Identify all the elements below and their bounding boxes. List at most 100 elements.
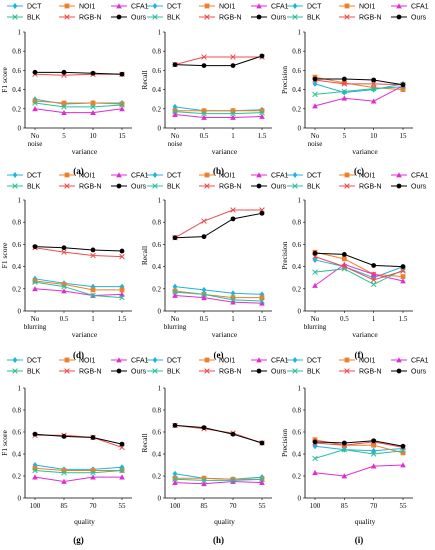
legend: DCT NOI1 CFA1 BLK RGB-N Ours	[287, 172, 429, 191]
series-line	[34, 73, 122, 76]
x-tick-label: 10	[370, 132, 378, 140]
series-line	[174, 480, 263, 485]
data-point	[32, 286, 38, 292]
legend-marker	[152, 3, 158, 9]
data-point	[61, 468, 67, 473]
legend-label: CFA1	[271, 4, 289, 11]
legend-marker	[292, 14, 298, 20]
series-line	[174, 114, 263, 118]
data-point	[259, 108, 265, 114]
data-point	[32, 474, 38, 480]
chart-panel-e: DCT NOI1 CFA1 BLK RGB-N Ours 0 0.2 0.4 0.6 0.8 1 No b…	[140, 172, 289, 360]
y-tick-label: 0.4	[12, 263, 21, 271]
y-tick-label: 0.6	[12, 241, 21, 249]
x-tick-label: 55	[119, 502, 127, 510]
series-line	[35, 71, 123, 75]
legend-marker	[64, 3, 70, 9]
x-axis-label: variance	[352, 147, 378, 156]
data-point	[370, 451, 377, 457]
series-noi1	[32, 98, 125, 107]
y-tick-label: 0	[18, 308, 22, 316]
legend-label: Ours	[411, 15, 427, 22]
legend-label: BLK	[307, 369, 321, 376]
legend-entry: CFA1	[251, 3, 289, 11]
series-line	[34, 100, 123, 105]
series-ours	[172, 423, 265, 446]
legend-entry: NOI1	[59, 358, 95, 365]
series-rgb-n	[312, 439, 406, 451]
legend-entry: BLK	[7, 183, 41, 191]
y-tick-label: 1	[298, 385, 302, 393]
legend-entry: RGB-N	[59, 183, 102, 191]
x-tick-label: No blurring	[164, 315, 187, 331]
y-tick-label: 0.4	[152, 451, 161, 459]
x-tick-label: 1	[372, 315, 376, 323]
data-point	[172, 288, 178, 294]
data-point	[312, 250, 318, 256]
data-point	[90, 287, 96, 293]
x-tick-label: No noise	[308, 132, 323, 148]
x-tick-label: 85	[61, 502, 69, 510]
chart-panel-i: DCT NOI1 CFA1 BLK RGB-N Ours 0 0.2 0.4 0.6 0.8 1 100…	[280, 357, 429, 545]
data-point	[119, 102, 125, 108]
legend-marker	[116, 357, 122, 363]
series-dct	[172, 283, 265, 298]
data-point	[312, 469, 318, 476]
legend-label: Ours	[271, 369, 287, 376]
legend-entry: BLK	[287, 368, 321, 376]
x-axis-label: quality	[355, 517, 376, 526]
legend-label: NOI1	[359, 4, 375, 11]
y-tick-label: 0.2	[292, 105, 301, 113]
data-point	[259, 300, 265, 306]
legend-entry: RGB-N	[199, 368, 242, 376]
data-point	[90, 469, 96, 476]
series-line	[174, 291, 263, 302]
data-point	[201, 294, 207, 301]
series-blk	[32, 279, 125, 301]
data-point	[172, 470, 178, 477]
legend-label: DCT	[307, 173, 322, 180]
series-line	[174, 294, 263, 304]
series-blk	[172, 108, 265, 117]
legend-label: NOI1	[359, 173, 375, 180]
data-point	[119, 294, 125, 301]
series-line	[34, 470, 123, 474]
x-axis-label: variance	[352, 330, 378, 339]
data-point	[32, 431, 38, 437]
x-tick-label: 85	[201, 502, 209, 510]
data-point	[230, 299, 236, 305]
chart-panel-a: DCT NOI1 CFA1 BLK RGB-N Ours 0 0.2 0.4 0.6 0.8 1 No n…	[0, 3, 149, 176]
series-blk	[312, 266, 406, 288]
legend-marker	[256, 357, 262, 363]
x-tick-label: 0.5	[60, 315, 69, 323]
legend-marker	[12, 3, 18, 9]
legend-entry: Ours	[251, 15, 287, 22]
data-point	[400, 82, 406, 88]
y-tick-label: 1	[158, 29, 162, 37]
x-axis-label: variance	[72, 330, 98, 339]
legend-entry: DCT	[287, 3, 322, 11]
y-tick-label: 0	[158, 495, 162, 503]
series-line	[34, 476, 122, 483]
y-tick-label: 1	[18, 197, 22, 205]
x-tick-label: 5	[62, 132, 66, 140]
x-tick-label: 70	[370, 502, 378, 510]
data-point	[312, 443, 318, 450]
data-point	[230, 478, 236, 484]
legend-marker	[152, 14, 158, 20]
legend-label: Ours	[131, 184, 147, 191]
series-ours	[172, 53, 265, 68]
y-tick-label: 0.2	[292, 285, 301, 293]
legend-marker	[204, 3, 210, 9]
data-point	[119, 71, 125, 77]
series-line	[174, 209, 262, 239]
legend-marker	[12, 357, 18, 363]
series-line	[34, 288, 123, 296]
data-point	[32, 98, 38, 104]
data-point	[32, 106, 38, 112]
series-rgb-n	[312, 253, 406, 283]
panel-caption: (e)	[214, 350, 224, 360]
x-axis-label: quality	[214, 517, 235, 526]
legend-entry: Ours	[111, 184, 147, 191]
x-tick-label: 0.5	[200, 315, 209, 323]
